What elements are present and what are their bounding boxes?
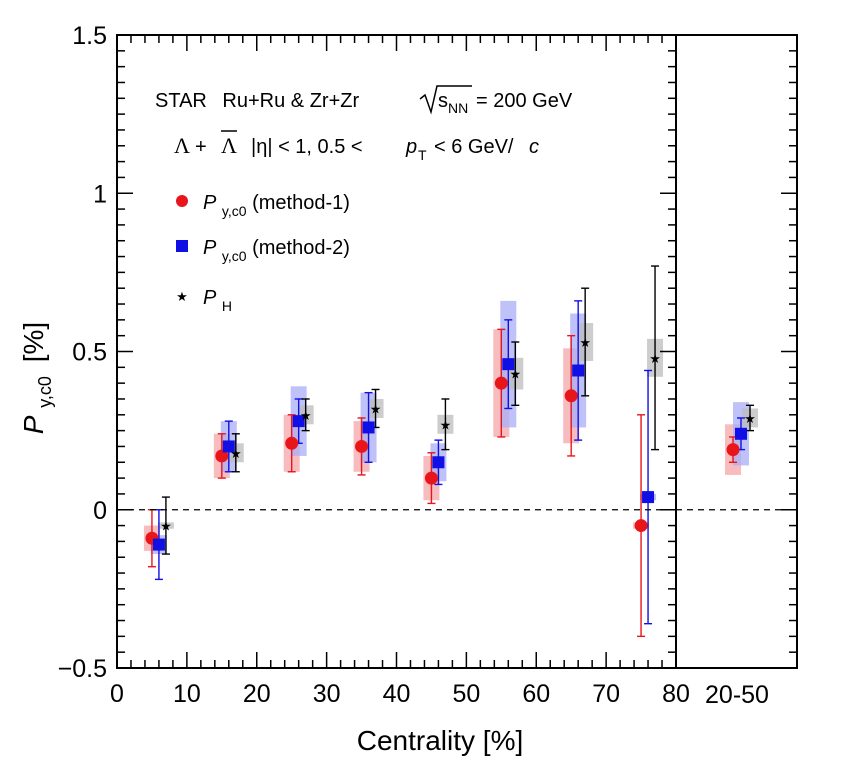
legend-marker-star: ★ [176, 290, 188, 305]
energy-value: = 200 GeV [476, 90, 573, 112]
y-tick-label: 0 [93, 497, 107, 525]
data-point-circle [215, 449, 229, 463]
x-tick-label: 30 [313, 680, 341, 708]
legend-subscript: y,c0 [222, 248, 247, 264]
c-symbol: c [529, 136, 539, 158]
x-tick-label: 80 [662, 680, 690, 708]
legend-marker-circle [176, 195, 188, 207]
pt-subscript: T [418, 147, 427, 163]
x-tick-label: 70 [592, 680, 620, 708]
legend-suffix: (method-2) [252, 237, 350, 259]
y-axis-title: P y,c0 [%] [18, 322, 57, 434]
x-tick-label: 50 [452, 680, 480, 708]
x-tick-label: 60 [522, 680, 550, 708]
legend-subscript: H [222, 298, 232, 314]
data-point-square [432, 456, 445, 469]
plus-symbol: + [195, 136, 207, 158]
data-point-circle [634, 519, 648, 533]
y-axis-unit: [%] [18, 322, 49, 362]
data-marker-layer: ★ ★ ★ ★ ★ ★ ★ ★ ★ [145, 336, 756, 551]
legend-entry-method-2: P y,c0 (method-2) [176, 237, 350, 266]
lambda-symbol: Λ [174, 133, 190, 158]
collision-system-label: Ru+Ru & Zr+Zr [222, 90, 359, 112]
legend-entry-method-1: P y,c0 (method-1) [176, 192, 350, 221]
data-point-square [292, 415, 305, 428]
x-axis-title: Centrality [%] [357, 725, 524, 756]
data-point-square [362, 421, 375, 434]
y-tick-label: 0.5 [72, 339, 107, 367]
legend-marker-square [176, 240, 188, 252]
svg-text:P y,c0 (metho: P y,c0 (method-2) [203, 237, 350, 266]
data-point-star: ★ [160, 520, 172, 535]
legend-entry-ph: ★ P H [176, 287, 232, 314]
data-point-circle [564, 389, 578, 403]
svg-text:P H: P H [203, 287, 232, 314]
data-point-star: ★ [579, 336, 591, 351]
data-point-square [502, 358, 515, 371]
antilambda-symbol: Λ [221, 133, 237, 158]
particle-cut-label: Λ + Λ |η| < 1, 0.5 < p T < 6 GeV/ c [174, 130, 539, 163]
data-point-circle [726, 443, 740, 457]
y-tick-label: 1 [93, 180, 107, 208]
svg-text:STAR Ru+Ru & Zr+Zr: STAR Ru+Ru & Zr+Zr [155, 90, 359, 112]
x-tick-label: 40 [383, 680, 411, 708]
y-tick-label: 1.5 [72, 22, 107, 50]
data-point-star: ★ [744, 412, 756, 427]
legend-subscript: y,c0 [222, 203, 247, 219]
legend-symbol: P [203, 192, 217, 214]
x-tick-label: 0 [110, 680, 124, 708]
energy-symbol: s [438, 90, 448, 112]
data-point-square [572, 364, 585, 377]
pt-symbol: p [405, 136, 417, 158]
data-point-star: ★ [509, 368, 521, 383]
svg-text:P y,c0 (metho: P y,c0 (method-1) [203, 192, 350, 221]
right-panel-label: 20-50 [705, 681, 769, 709]
data-point-circle [424, 471, 438, 485]
axes: 0 10 20 30 40 50 60 70 80−0.500.511.5 [58, 22, 798, 708]
legend: P y,c0 (method-1) P y,c0 (method-2) ★ P … [176, 192, 350, 314]
legend-suffix: (method-1) [252, 192, 350, 214]
data-point-star: ★ [370, 402, 382, 417]
energy-subscript: NN [448, 100, 468, 116]
data-point-star: ★ [440, 418, 452, 433]
y-axis-subscript: y,c0 [35, 376, 55, 408]
summary-panel-frame [675, 34, 798, 669]
y-tick-label: −0.5 [58, 655, 107, 683]
y-axis-symbol: P [18, 415, 49, 434]
data-point-star: ★ [649, 352, 661, 367]
x-tick-label: 10 [173, 680, 201, 708]
data-point-circle [355, 439, 369, 453]
data-point-square [222, 440, 235, 453]
pt-range: < 6 GeV/ [434, 136, 514, 158]
data-point-square [642, 491, 655, 504]
experiment-label: STAR [155, 90, 207, 112]
legend-symbol: P [203, 237, 217, 259]
plot-annotation: STAR Ru+Ru & Zr+Zr s NN = 200 GeV Λ + Λ … [155, 85, 573, 163]
data-point-star: ★ [300, 409, 312, 424]
legend-symbol: P [203, 287, 217, 309]
data-point-star: ★ [230, 447, 242, 462]
energy-label: s NN = 200 GeV [419, 85, 573, 116]
eta-cut: |η| < 1, 0.5 < [251, 136, 363, 158]
data-point-circle [494, 376, 508, 390]
data-point-circle [285, 436, 299, 450]
x-tick-label: 20 [243, 680, 271, 708]
data-point-square [152, 538, 165, 551]
data-point-square [735, 427, 747, 440]
